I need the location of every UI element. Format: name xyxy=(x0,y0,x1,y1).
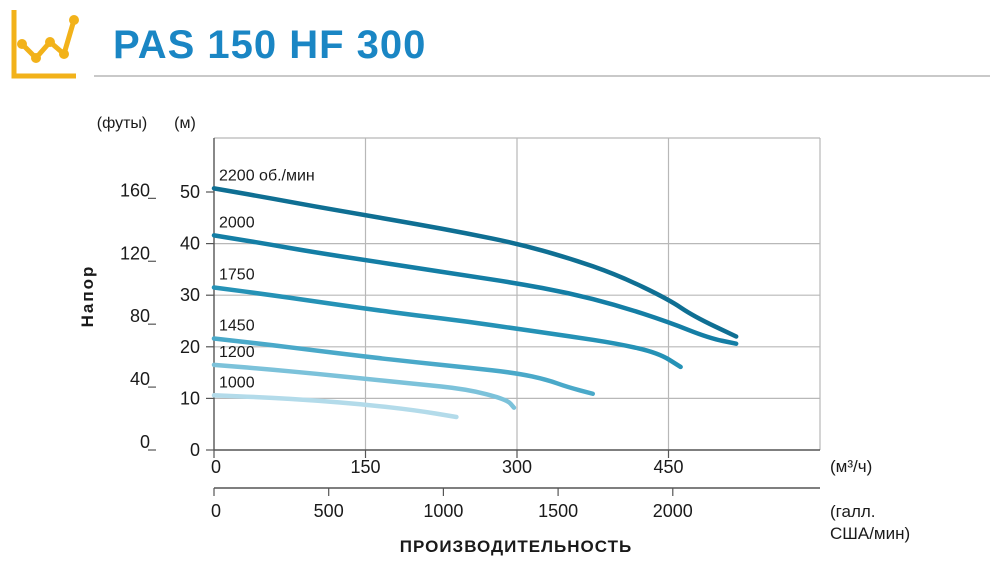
x-tick-label: 450 xyxy=(653,457,683,477)
x2-tick-label: 1000 xyxy=(423,501,463,521)
series-line xyxy=(211,233,739,346)
x-axis-label: ПРОИЗВОДИТЕЛЬНОСТЬ xyxy=(400,537,632,556)
y-tick-label: 30 xyxy=(180,285,200,305)
series-line xyxy=(211,336,595,397)
y-axis-unit: (м) xyxy=(174,115,196,132)
x2-tick-label: 500 xyxy=(314,501,344,521)
series-label: 2200 об./мин xyxy=(219,167,315,184)
y-tick-label: 40 xyxy=(180,234,200,254)
y-tick-label: 50 xyxy=(180,182,200,202)
y2-tick-label: 0 xyxy=(140,432,150,452)
y-tick-label: 10 xyxy=(180,388,200,408)
chart-title: PAS 150 HF 300 xyxy=(113,23,427,67)
series-line xyxy=(211,285,683,370)
grid-lines xyxy=(214,137,821,450)
x2-axis-unit-line1: (галл. xyxy=(830,502,876,521)
x2-tick-label: 2000 xyxy=(653,501,693,521)
y2-tick-label: 160 xyxy=(120,180,150,200)
x2-axis-unit-line2: США/мин) xyxy=(830,524,910,543)
y-axis-label: Напор xyxy=(78,265,97,328)
y2-tick-label: 40 xyxy=(130,369,150,389)
y2-tick-label: 80 xyxy=(130,306,150,326)
y2-axis-unit: (футы) xyxy=(97,115,147,132)
series-label: 1750 xyxy=(219,266,255,283)
x-tick-label: 0 xyxy=(211,457,221,477)
series-layer xyxy=(211,186,739,420)
header-divider xyxy=(94,75,990,77)
x2-tick-label: 1500 xyxy=(538,501,578,521)
y2-tick-label: 120 xyxy=(120,243,150,263)
series-line xyxy=(211,186,739,339)
series-line xyxy=(211,393,459,420)
series-line xyxy=(211,362,517,410)
x-tick-label: 300 xyxy=(502,457,532,477)
x-tick-label: 150 xyxy=(350,457,380,477)
x-axis-unit: (м³/ч) xyxy=(830,457,872,476)
y-tick-label: 0 xyxy=(190,440,200,460)
series-label: 1450 xyxy=(219,318,255,335)
series-label: 2000 xyxy=(219,214,255,231)
chart-header: PAS 150 HF 300 xyxy=(0,0,1000,90)
y-tick-label: 20 xyxy=(180,337,200,357)
series-label: 1200 xyxy=(219,344,255,361)
series-label: 1000 xyxy=(219,374,255,391)
line-chart-icon xyxy=(11,10,79,79)
x2-tick-label: 0 xyxy=(211,501,221,521)
